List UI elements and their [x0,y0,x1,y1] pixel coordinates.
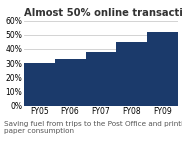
Bar [24,63,55,106]
Bar [55,59,86,106]
Bar [86,52,116,106]
Bar [147,32,178,106]
Bar [116,42,147,106]
Text: Almost 50% online transactions: Almost 50% online transactions [24,8,182,18]
Text: Saving fuel from trips to the Post Office and printing and
paper consumption: Saving fuel from trips to the Post Offic… [4,121,182,133]
